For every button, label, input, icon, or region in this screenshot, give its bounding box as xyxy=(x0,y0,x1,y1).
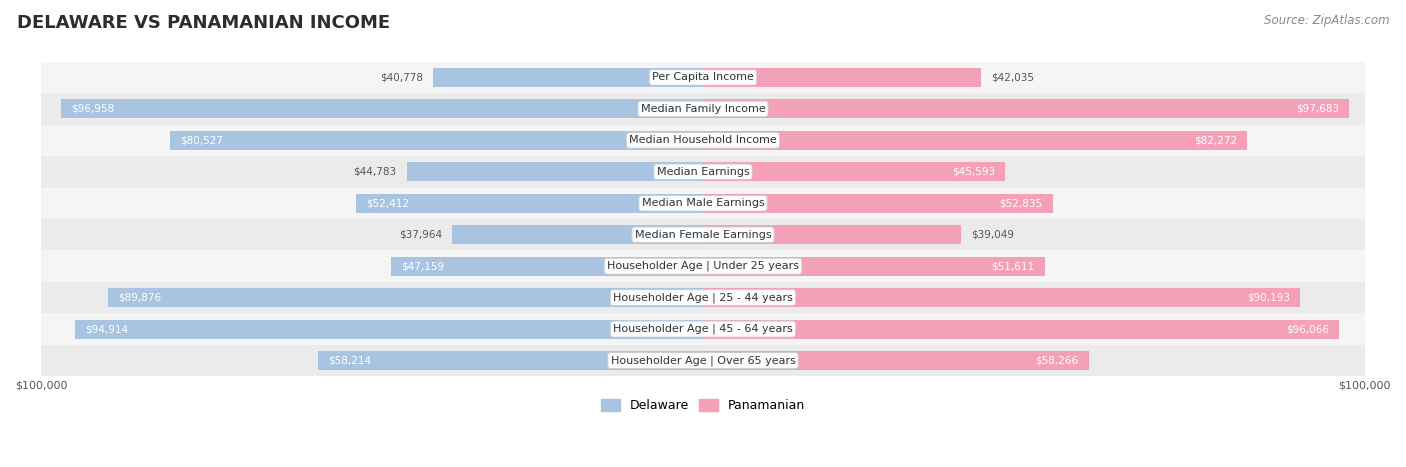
Bar xyxy=(703,257,1045,276)
Bar xyxy=(41,282,1365,313)
Bar xyxy=(703,351,1088,370)
Text: $39,049: $39,049 xyxy=(972,230,1014,240)
Bar xyxy=(41,125,1365,156)
Bar xyxy=(703,68,981,87)
Bar xyxy=(703,99,1350,118)
Text: $45,593: $45,593 xyxy=(952,167,995,177)
Bar xyxy=(108,288,703,307)
Text: $58,266: $58,266 xyxy=(1036,355,1078,366)
Bar xyxy=(356,194,703,212)
Bar xyxy=(703,288,1301,307)
Text: Householder Age | 25 - 44 years: Householder Age | 25 - 44 years xyxy=(613,292,793,303)
Text: $44,783: $44,783 xyxy=(353,167,396,177)
Bar xyxy=(318,351,703,370)
Bar xyxy=(41,93,1365,125)
Text: $47,159: $47,159 xyxy=(401,261,444,271)
Bar xyxy=(41,250,1365,282)
Text: $82,272: $82,272 xyxy=(1194,135,1237,145)
Bar xyxy=(41,62,1365,93)
Legend: Delaware, Panamanian: Delaware, Panamanian xyxy=(596,394,810,417)
Text: Median Male Earnings: Median Male Earnings xyxy=(641,198,765,208)
Bar xyxy=(703,320,1339,339)
Bar xyxy=(62,99,703,118)
Bar xyxy=(41,345,1365,376)
Bar xyxy=(703,194,1053,212)
Text: Median Household Income: Median Household Income xyxy=(628,135,778,145)
Bar xyxy=(406,163,703,181)
Text: $94,914: $94,914 xyxy=(84,324,128,334)
Text: Householder Age | Under 25 years: Householder Age | Under 25 years xyxy=(607,261,799,271)
Bar xyxy=(391,257,703,276)
Text: $52,835: $52,835 xyxy=(1000,198,1043,208)
Text: $97,683: $97,683 xyxy=(1296,104,1340,114)
Text: $40,778: $40,778 xyxy=(380,72,423,83)
Text: $42,035: $42,035 xyxy=(991,72,1033,83)
Bar xyxy=(703,225,962,244)
Text: $80,527: $80,527 xyxy=(180,135,224,145)
Text: $96,958: $96,958 xyxy=(72,104,114,114)
Text: Householder Age | 45 - 64 years: Householder Age | 45 - 64 years xyxy=(613,324,793,334)
Bar xyxy=(451,225,703,244)
Bar xyxy=(170,131,703,150)
Bar xyxy=(41,188,1365,219)
Bar xyxy=(703,163,1005,181)
Bar xyxy=(75,320,703,339)
Text: Source: ZipAtlas.com: Source: ZipAtlas.com xyxy=(1264,14,1389,27)
Text: Householder Age | Over 65 years: Householder Age | Over 65 years xyxy=(610,355,796,366)
Bar xyxy=(41,219,1365,250)
Text: $58,214: $58,214 xyxy=(328,355,371,366)
Bar xyxy=(41,156,1365,188)
Text: Median Earnings: Median Earnings xyxy=(657,167,749,177)
Text: Median Female Earnings: Median Female Earnings xyxy=(634,230,772,240)
Text: $51,611: $51,611 xyxy=(991,261,1035,271)
Bar xyxy=(433,68,703,87)
Bar xyxy=(41,313,1365,345)
Text: Per Capita Income: Per Capita Income xyxy=(652,72,754,83)
Text: $90,193: $90,193 xyxy=(1247,293,1289,303)
Text: $52,412: $52,412 xyxy=(366,198,409,208)
Text: Median Family Income: Median Family Income xyxy=(641,104,765,114)
Text: $89,876: $89,876 xyxy=(118,293,162,303)
Bar xyxy=(703,131,1247,150)
Text: $96,066: $96,066 xyxy=(1286,324,1329,334)
Text: $37,964: $37,964 xyxy=(399,230,441,240)
Text: DELAWARE VS PANAMANIAN INCOME: DELAWARE VS PANAMANIAN INCOME xyxy=(17,14,389,32)
